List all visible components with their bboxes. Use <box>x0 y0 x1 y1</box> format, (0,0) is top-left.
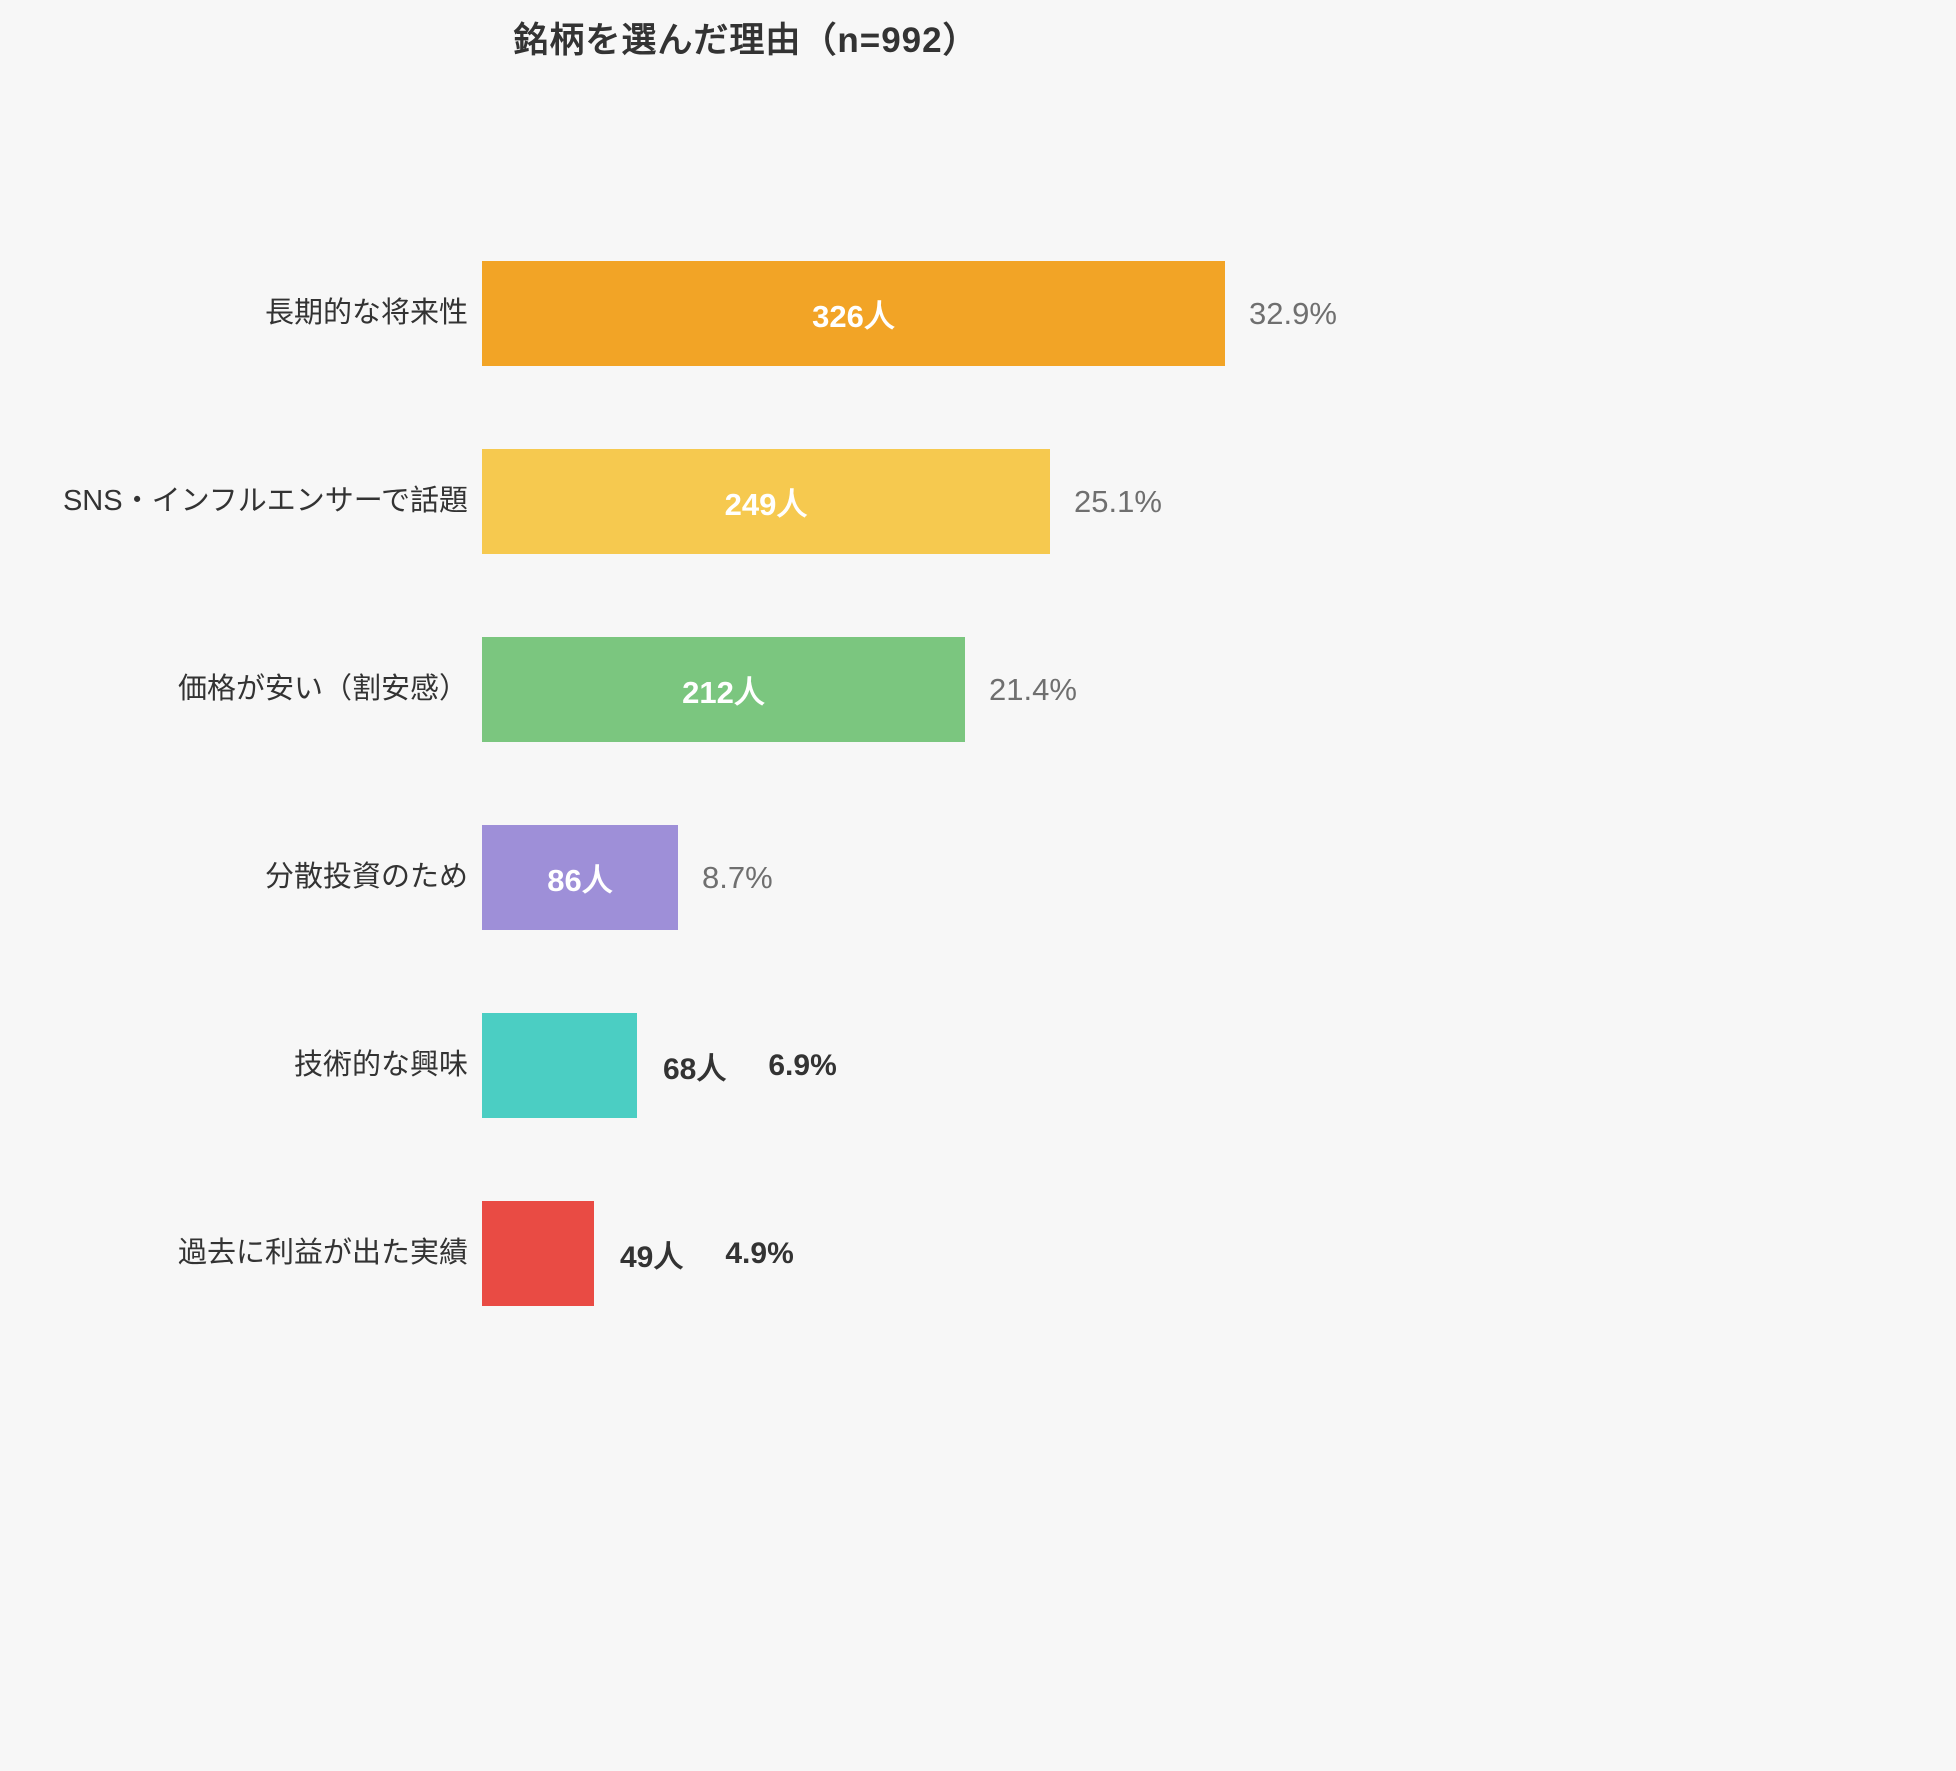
bar-value-label: 249人 <box>724 487 808 522</box>
bar-percent-label: 8.7% <box>702 859 773 895</box>
bar-percent-label: 21.4% <box>989 671 1077 707</box>
category-label: 長期的な将来性 <box>264 296 468 329</box>
bar-value-label: 326人 <box>812 299 895 334</box>
chart-row: 価格が安い（割安感） 212人 21.4% <box>0 637 1337 742</box>
bar-percent-label: 4.9% <box>725 1236 794 1270</box>
bar-area: 249人 25.1% <box>482 449 1337 554</box>
bar <box>482 1201 594 1306</box>
bar-area: 326人 32.9% <box>482 261 1337 366</box>
bar-area: 49人 4.9% <box>482 1201 1337 1306</box>
bar-outside-labels: 49人 4.9% <box>620 1232 794 1276</box>
category-label: 分散投資のため <box>264 860 468 893</box>
bar-percent-label: 6.9% <box>768 1048 837 1082</box>
bar-value-label: 68人 <box>663 1052 727 1086</box>
bar-chart: 長期的な将来性 326人 32.9% SNS・インフルエンサーで話題 249人 25.1%… <box>0 261 1337 1306</box>
bar-area: 86人 8.7% <box>482 825 1337 930</box>
chart-row: 分散投資のため 86人 8.7% <box>0 825 1337 930</box>
bar: 86人 <box>482 825 678 930</box>
category-label: 技術的な興味 <box>293 1048 468 1081</box>
bar-value-label: 49人 <box>620 1240 684 1274</box>
chart-row: 過去に利益が出た実績 49人 4.9% <box>0 1201 1337 1306</box>
bar: 326人 <box>482 261 1225 366</box>
bar-percent-label: 32.9% <box>1249 295 1337 331</box>
bar-area: 68人 6.9% <box>482 1013 1337 1118</box>
bar-area: 212人 21.4% <box>482 637 1337 742</box>
bar-percent-label: 25.1% <box>1074 483 1162 519</box>
bar: 212人 <box>482 637 965 742</box>
bar-outside-labels: 68人 6.9% <box>663 1044 837 1088</box>
chart-row: 長期的な将来性 326人 32.9% <box>0 261 1337 366</box>
bar-value-label: 86人 <box>547 863 613 898</box>
bar: 249人 <box>482 449 1050 554</box>
bar-value-label: 212人 <box>682 675 765 710</box>
chart-title: 銘柄を選んだ理由（n=992） <box>513 21 979 60</box>
category-label: 過去に利益が出た実績 <box>177 1236 468 1269</box>
chart-row: SNS・インフルエンサーで話題 249人 25.1% <box>0 449 1337 554</box>
bar <box>482 1013 637 1118</box>
category-label: 価格が安い（割安感） <box>177 672 468 705</box>
category-label: SNS・インフルエンサーで話題 <box>62 484 468 517</box>
chart-row: 技術的な興味 68人 6.9% <box>0 1013 1337 1118</box>
